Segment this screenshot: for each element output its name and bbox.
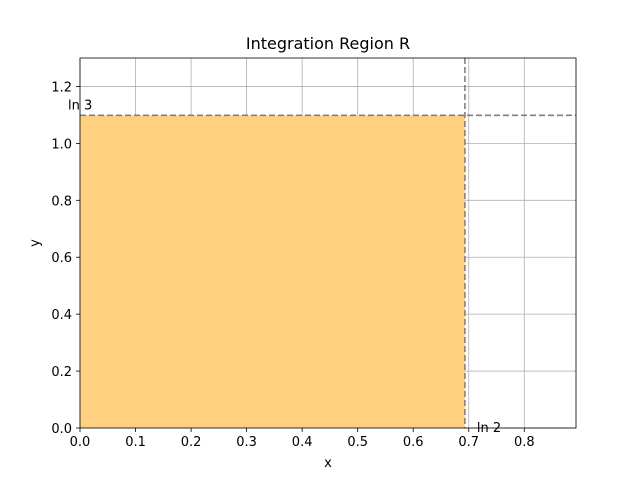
x-tick-label: 0.0: [70, 435, 91, 450]
y-tick-label: 0.4: [51, 308, 72, 323]
y-tick-label: 0.6: [51, 251, 72, 266]
x-tick-label: 0.3: [236, 435, 257, 450]
x-tick-label: 0.2: [181, 435, 202, 450]
y-tick-label: 0.8: [51, 194, 72, 209]
region-layer: [80, 115, 465, 429]
chart-title: Integration Region R: [246, 34, 410, 53]
y-tick-label: 1.0: [51, 137, 72, 152]
y-tick-label: 0.2: [51, 365, 72, 380]
integration-region: [80, 115, 465, 429]
x-tick-label: 0.5: [347, 435, 368, 450]
x-tick-label: 0.7: [458, 435, 479, 450]
x-axis-label: x: [324, 456, 332, 471]
y-axis-label: y: [28, 239, 43, 247]
x-tick-label: 0.4: [292, 435, 313, 450]
plot-frame: [79, 57, 577, 429]
ticks: 0.0 0.1 0.2 0.3 0.4 0.5 0.6 0.7 0.8 0.0 0.2 0.4 0.6 0…: [51, 80, 534, 450]
y-tick-label: 1.2: [51, 80, 72, 95]
x-tick-label: 0.6: [403, 435, 424, 450]
x-tick-label: 0.8: [514, 435, 535, 450]
reference-lines: ln 2ln 3: [68, 58, 576, 436]
x-tick-label: 0.1: [125, 435, 146, 450]
y-tick-label: 0.0: [51, 422, 72, 437]
vertical-reference-label: ln 2: [477, 421, 501, 436]
